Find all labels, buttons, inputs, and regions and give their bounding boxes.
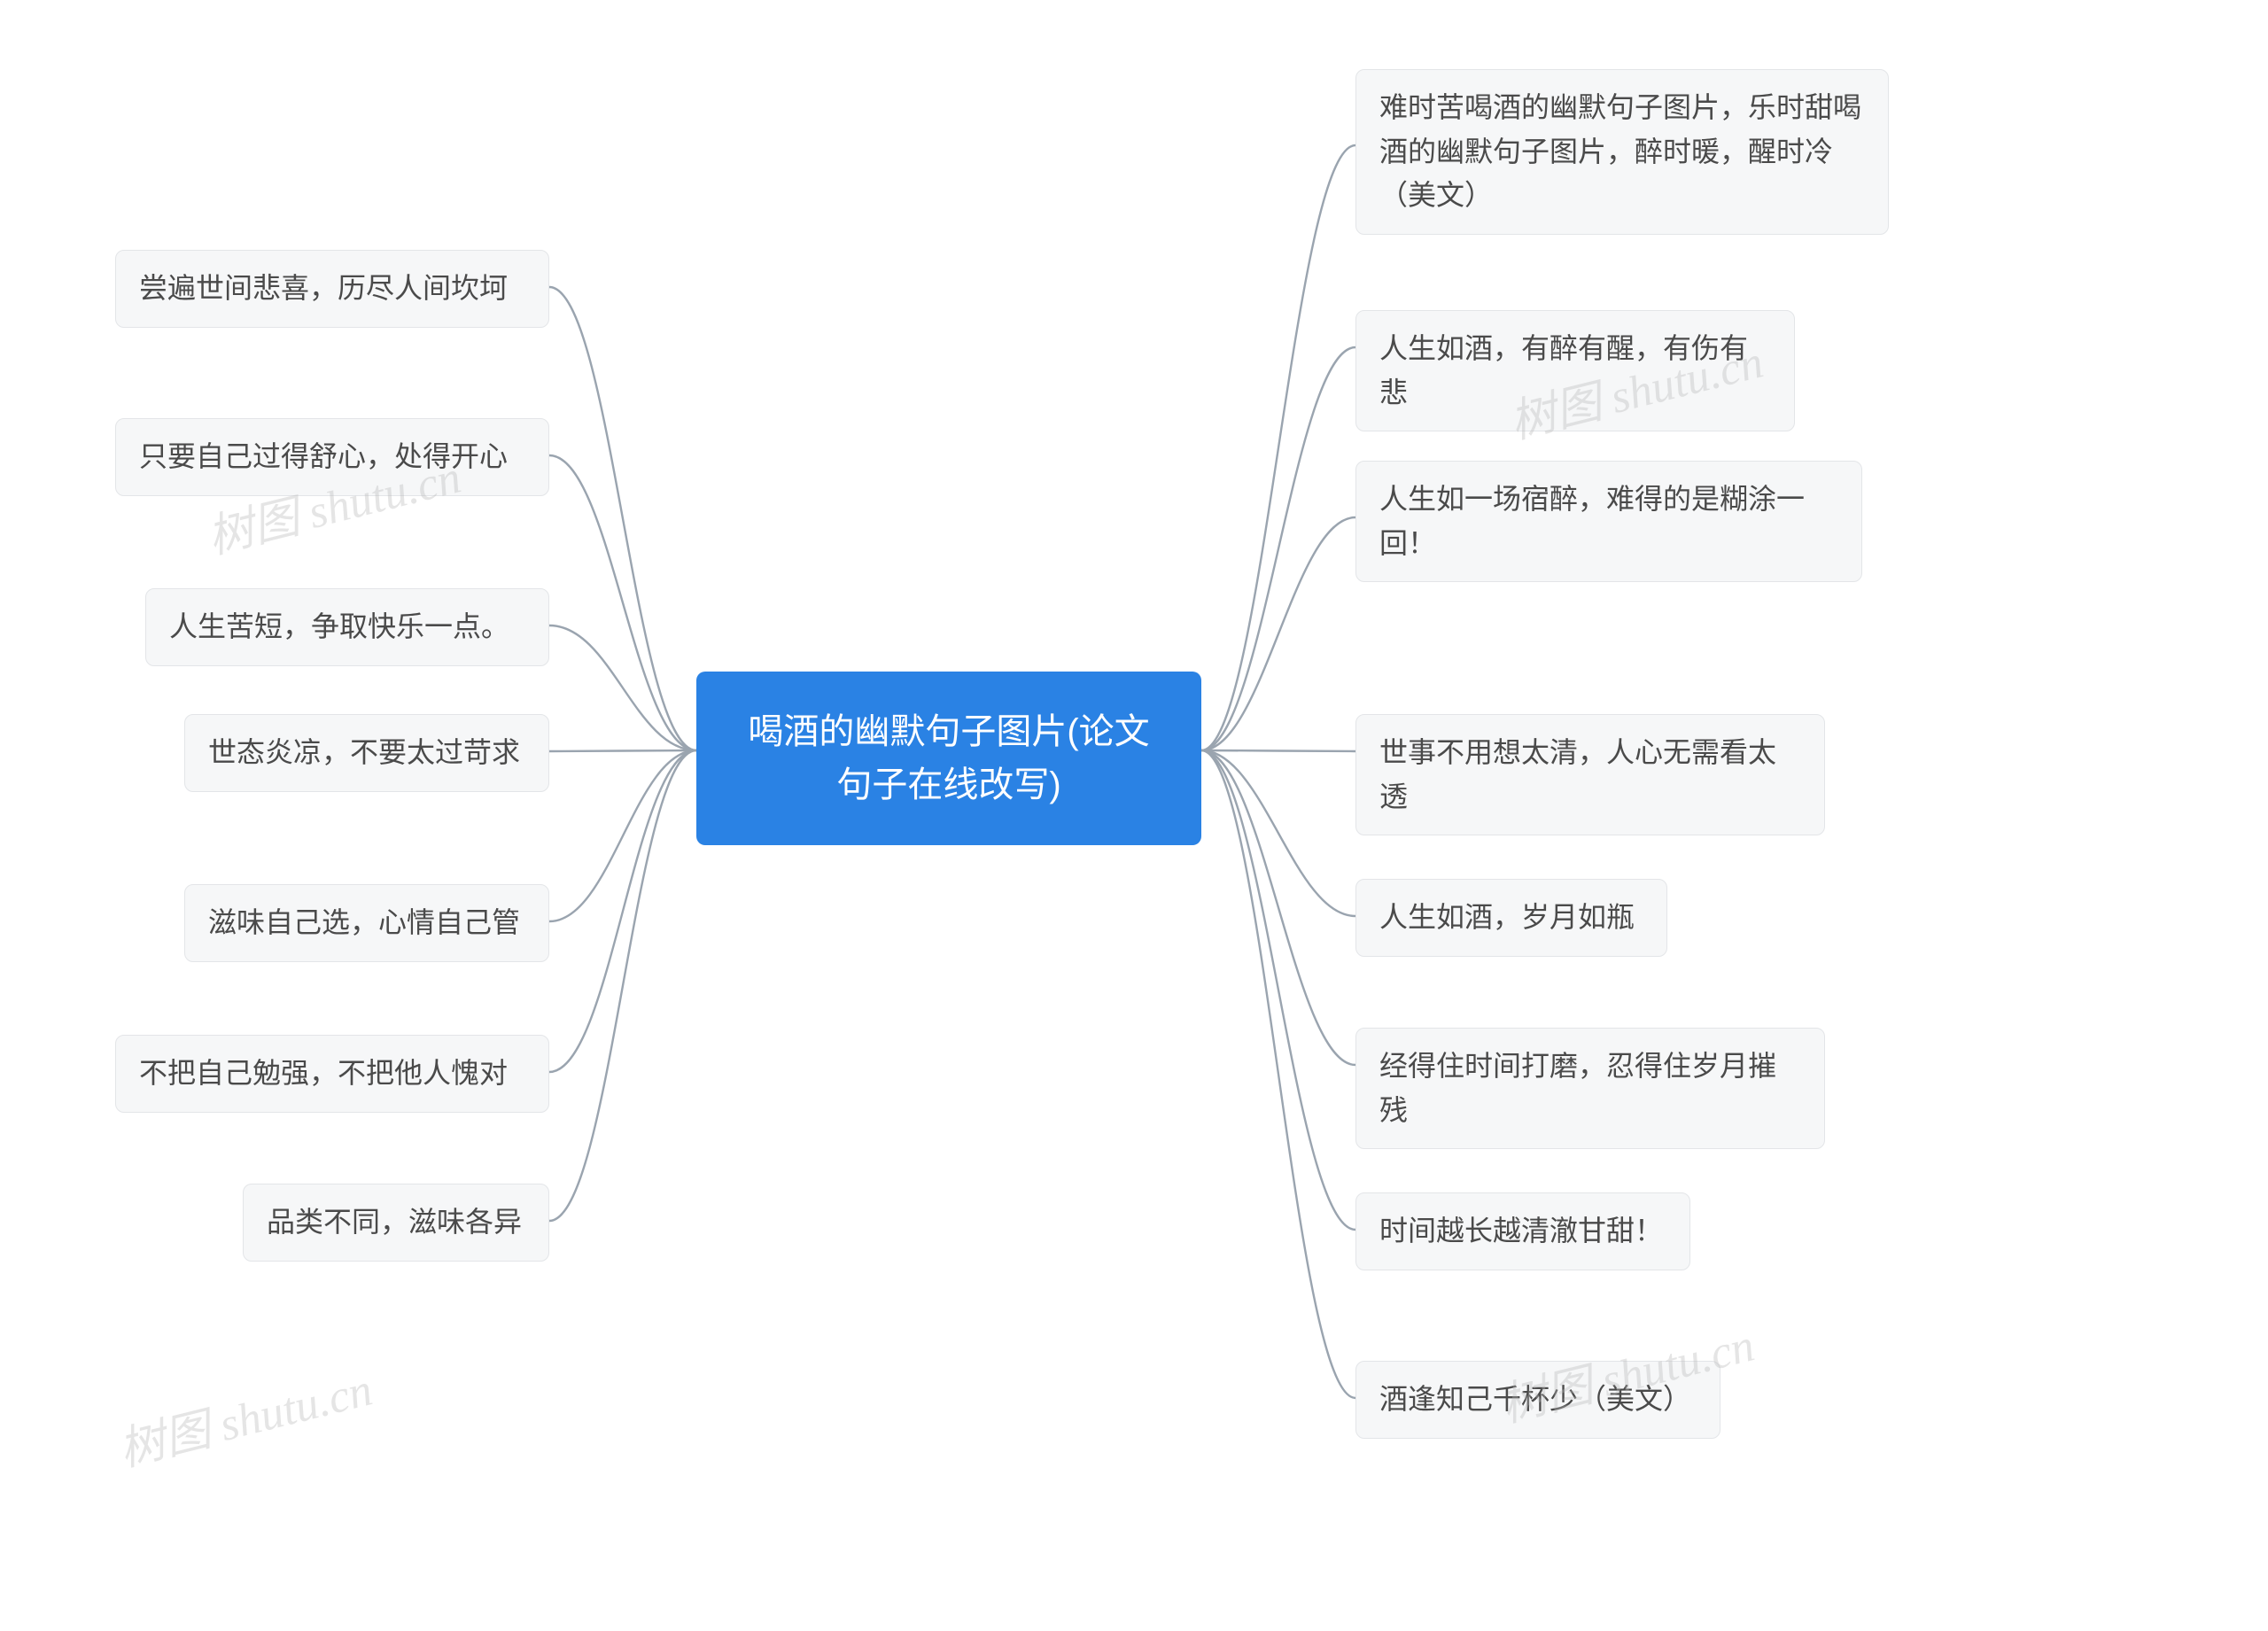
right-node-6-label: 时间越长越清澈甘甜！ xyxy=(1379,1215,1663,1247)
right-node-2[interactable]: 人生如一场宿醉，难得的是糊涂一回！ xyxy=(1355,461,1862,582)
right-node-0-label: 难时苦喝酒的幽默句子图片，乐时甜喝酒的幽默句子图片，醉时暖，醒时冷（美文） xyxy=(1379,91,1861,211)
right-node-2-label: 人生如一场宿醉，难得的是糊涂一回！ xyxy=(1379,483,1805,559)
right-node-5[interactable]: 经得住时间打磨，忍得住岁月摧残 xyxy=(1355,1028,1825,1149)
left-node-2-label: 人生苦短，争取快乐一点。 xyxy=(169,610,509,642)
left-node-4[interactable]: 滋味自己选，心情自己管 xyxy=(184,884,549,962)
right-node-3-label: 世事不用想太清，人心无需看太透 xyxy=(1379,736,1776,812)
mindmap-canvas: 喝酒的幽默句子图片(论文句子在线改写) 尝遍世间悲喜，历尽人间坎坷只要自己过得舒心… xyxy=(0,0,2268,1631)
right-node-3[interactable]: 世事不用想太清，人心无需看太透 xyxy=(1355,714,1825,835)
right-node-5-label: 经得住时间打磨，忍得住岁月摧残 xyxy=(1379,1050,1776,1126)
left-node-1-label: 只要自己过得舒心，处得开心 xyxy=(139,440,508,472)
center-node[interactable]: 喝酒的幽默句子图片(论文句子在线改写) xyxy=(696,672,1201,845)
left-node-4-label: 滋味自己选，心情自己管 xyxy=(208,906,520,938)
left-node-5-label: 不把自己勉强，不把他人愧对 xyxy=(139,1057,508,1089)
right-node-7-label: 酒逢知己千杯少（美文） xyxy=(1379,1383,1691,1415)
right-node-1[interactable]: 人生如酒，有醉有醒，有伤有悲 xyxy=(1355,310,1795,431)
right-node-0[interactable]: 难时苦喝酒的幽默句子图片，乐时甜喝酒的幽默句子图片，醉时暖，醒时冷（美文） xyxy=(1355,69,1889,235)
left-node-6[interactable]: 品类不同，滋味各异 xyxy=(243,1184,549,1262)
left-node-0[interactable]: 尝遍世间悲喜，历尽人间坎坷 xyxy=(115,250,549,328)
center-node-label: 喝酒的幽默句子图片(论文句子在线改写) xyxy=(748,712,1149,804)
right-node-7[interactable]: 酒逢知己千杯少（美文） xyxy=(1355,1361,1720,1439)
right-node-4-label: 人生如酒，岁月如瓶 xyxy=(1379,901,1635,933)
left-node-3-label: 世态炎凉，不要太过苛求 xyxy=(208,736,520,768)
watermark-1: 树图 shutu.cn xyxy=(111,1352,377,1479)
left-node-3[interactable]: 世态炎凉，不要太过苛求 xyxy=(184,714,549,792)
left-node-1[interactable]: 只要自己过得舒心，处得开心 xyxy=(115,418,549,496)
right-node-1-label: 人生如酒，有醉有醒，有伤有悲 xyxy=(1379,332,1748,408)
left-node-0-label: 尝遍世间悲喜，历尽人间坎坷 xyxy=(139,272,508,304)
left-node-6-label: 品类不同，滋味各异 xyxy=(267,1206,522,1238)
right-node-6[interactable]: 时间越长越清澈甘甜！ xyxy=(1355,1192,1690,1270)
right-node-4[interactable]: 人生如酒，岁月如瓶 xyxy=(1355,879,1667,957)
left-node-2[interactable]: 人生苦短，争取快乐一点。 xyxy=(145,588,549,666)
left-node-5[interactable]: 不把自己勉强，不把他人愧对 xyxy=(115,1035,549,1113)
